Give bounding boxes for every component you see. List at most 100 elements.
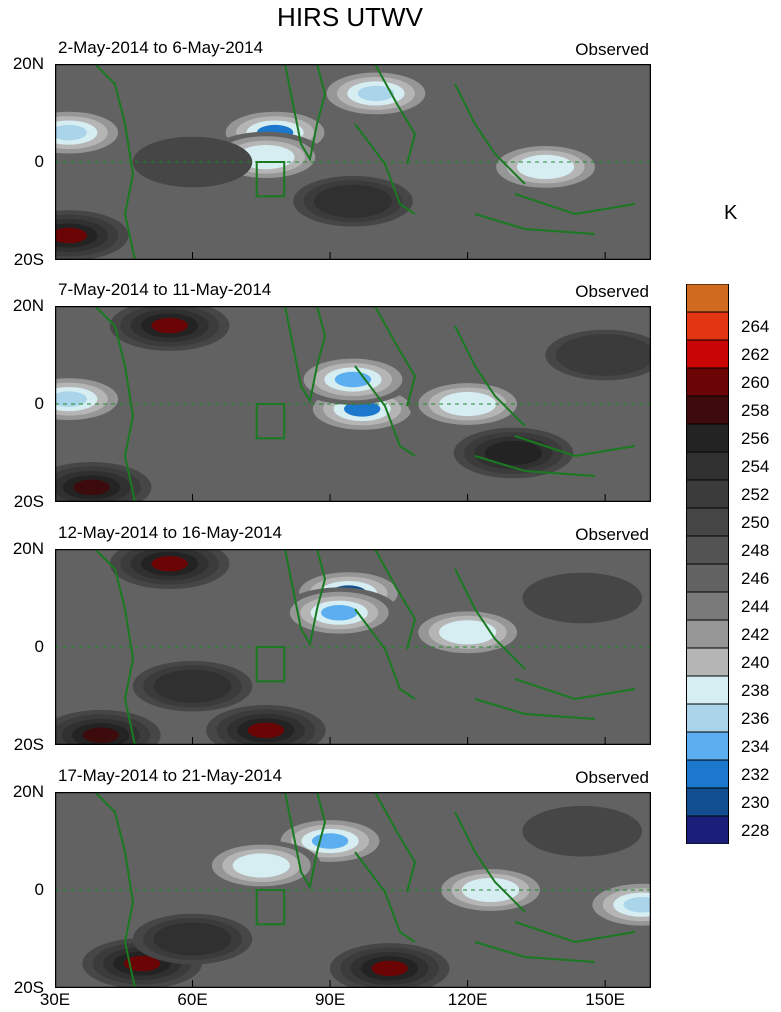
- data-blob-6: [453, 427, 574, 479]
- y-tick-label: 0: [34, 394, 44, 413]
- data-blob-3: [485, 141, 606, 193]
- data-contour: [243, 857, 280, 874]
- data-contour: [527, 159, 564, 175]
- colorbar-tick-label: 242: [741, 625, 770, 644]
- colorbar-tick-label: 256: [741, 429, 770, 448]
- heatmap-plot: [55, 792, 651, 988]
- colorbar-swatch: [686, 759, 729, 789]
- data-contour: [247, 149, 285, 165]
- data-blob-6: [293, 175, 413, 227]
- data-contour: [82, 727, 120, 743]
- colorbar-tick-label: 264: [741, 317, 770, 336]
- panel-period: 12-May-2014 to 16-May-2014: [58, 523, 282, 542]
- panel-1: 2-May-2014 to 6-May-2014 Observed: [0, 38, 700, 278]
- panel-2: 7-May-2014 to 11-May-2014 Observed: [0, 280, 700, 520]
- region-box: [255, 889, 286, 926]
- colorbar-tick-label: 238: [741, 681, 770, 700]
- data-contour: [623, 897, 651, 913]
- x-tick-label: 150E: [585, 990, 625, 1009]
- colorbar-tick-label: 250: [741, 513, 770, 532]
- coastline: [94, 64, 636, 260]
- plot-frame: [55, 64, 651, 260]
- data-blob-4: [55, 210, 129, 260]
- data-contour: [564, 590, 601, 606]
- colorbar-tick-label: 260: [741, 373, 770, 392]
- data-blob-6: [132, 660, 253, 712]
- x-tick-label: 30E: [39, 990, 71, 1009]
- region-box: [255, 161, 286, 198]
- data-contour: [151, 556, 188, 572]
- colorbar-swatch: [686, 675, 729, 705]
- data-contour: [586, 347, 624, 363]
- panel-status-label: Observed: [575, 768, 649, 787]
- data-blob-5: [132, 913, 253, 965]
- panel-4: 17-May-2014 to 21-May-2014 Observed: [0, 766, 700, 1006]
- colorbar-swatch: [686, 284, 729, 313]
- data-contour: [334, 193, 372, 209]
- colorbar-tick-label: 248: [741, 541, 770, 560]
- y-tick-label: 0: [34, 152, 44, 171]
- colorbar-swatch: [686, 647, 729, 677]
- colorbar-tick-label: 262: [741, 345, 770, 364]
- panel-status-label: Observed: [575, 40, 649, 59]
- colorbar-tick-label: 230: [741, 793, 770, 812]
- colorbar-tick-label: 258: [741, 401, 770, 420]
- colorbar-swatch: [686, 507, 729, 537]
- x-tick-label: 60E: [177, 990, 208, 1009]
- colorbar-swatch: [686, 311, 729, 341]
- heatmap-plot: [55, 306, 651, 502]
- coastline: [94, 792, 636, 988]
- data-blob-5: [55, 709, 161, 745]
- data-blob-5: [55, 373, 129, 425]
- colorbar-swatch: [686, 563, 729, 593]
- colorbar-swatch: [686, 815, 729, 844]
- colorbar-swatch: [686, 451, 729, 481]
- data-contour: [55, 391, 87, 407]
- data-contour: [247, 722, 285, 738]
- data-contour: [123, 955, 161, 972]
- colorbar-tick-label: 236: [741, 709, 770, 728]
- colorbar: [686, 284, 729, 844]
- colorbar-tick-label: 232: [741, 765, 770, 784]
- colorbar-swatch: [686, 787, 729, 817]
- chart-title: HIRS UTWV: [277, 2, 423, 32]
- panel-period: 7-May-2014 to 11-May-2014: [58, 280, 272, 299]
- colorbar-unit-label: K: [724, 202, 738, 224]
- colorbar-swatch: [686, 395, 729, 425]
- heatmap-plot: [55, 549, 651, 745]
- data-blob-4: [206, 705, 326, 745]
- data-contour: [174, 678, 211, 694]
- data-blob-3: [109, 549, 230, 589]
- panel-period: 2-May-2014 to 6-May-2014: [58, 38, 264, 57]
- data-contour: [449, 396, 486, 412]
- colorbar-tick-label: 240: [741, 653, 770, 672]
- data-contour: [174, 931, 211, 947]
- data-blob-2: [316, 68, 436, 119]
- y-tick-label: 20S: [13, 492, 44, 511]
- data-blob-4: [55, 462, 152, 502]
- y-tick-label: 20S: [13, 250, 44, 269]
- data-blob-7: [582, 879, 651, 930]
- data-blob-4: [329, 943, 450, 988]
- colorbar-swatch: [686, 339, 729, 369]
- data-contour: [73, 479, 110, 495]
- region-box: [255, 646, 286, 683]
- data-contour: [449, 624, 486, 640]
- data-blob-1: [201, 840, 322, 891]
- data-blob-7: [522, 572, 643, 624]
- data-blob-7: [545, 329, 651, 381]
- colorbar-swatch: [686, 423, 729, 453]
- data-blob-1: [293, 354, 413, 405]
- colorbar-tick-label: 254: [741, 457, 770, 476]
- data-contour: [55, 227, 87, 244]
- y-tick-label: 20N: [12, 782, 44, 801]
- coastline: [94, 549, 636, 745]
- colorbar-tick-label: 228: [741, 821, 770, 840]
- data-blob-5: [55, 107, 129, 158]
- plot-frame: [55, 549, 651, 745]
- data-blob-3: [109, 306, 230, 351]
- panel-period: 17-May-2014 to 21-May-2014: [58, 766, 282, 785]
- region-box: [255, 403, 286, 440]
- y-tick-label: 0: [34, 637, 44, 656]
- plot-frame: [55, 792, 651, 988]
